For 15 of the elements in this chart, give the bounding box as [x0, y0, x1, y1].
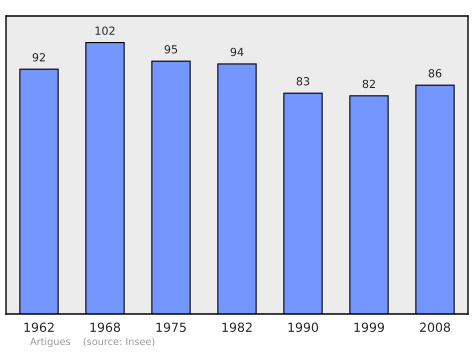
data-label: 95 [164, 45, 178, 54]
x-tick-label: 1962 [24, 322, 54, 332]
data-label: 102 [96, 26, 114, 35]
x-tick-label: 1990 [288, 322, 318, 332]
x-tick-label: 1975 [156, 322, 186, 332]
x-tick-label: 2008 [420, 322, 450, 332]
data-label: 83 [296, 77, 310, 86]
text: Artigues (source: Insee) [30, 338, 154, 347]
x-tick-label: 1999 [354, 322, 384, 332]
x-tick-label: 1968 [90, 322, 120, 332]
data-label: 92 [32, 53, 45, 62]
data-label: 82 [362, 80, 375, 88]
x-tick-label: 1982 [222, 322, 252, 332]
data-label: 94 [230, 48, 244, 56]
data-label: 86 [428, 69, 442, 78]
